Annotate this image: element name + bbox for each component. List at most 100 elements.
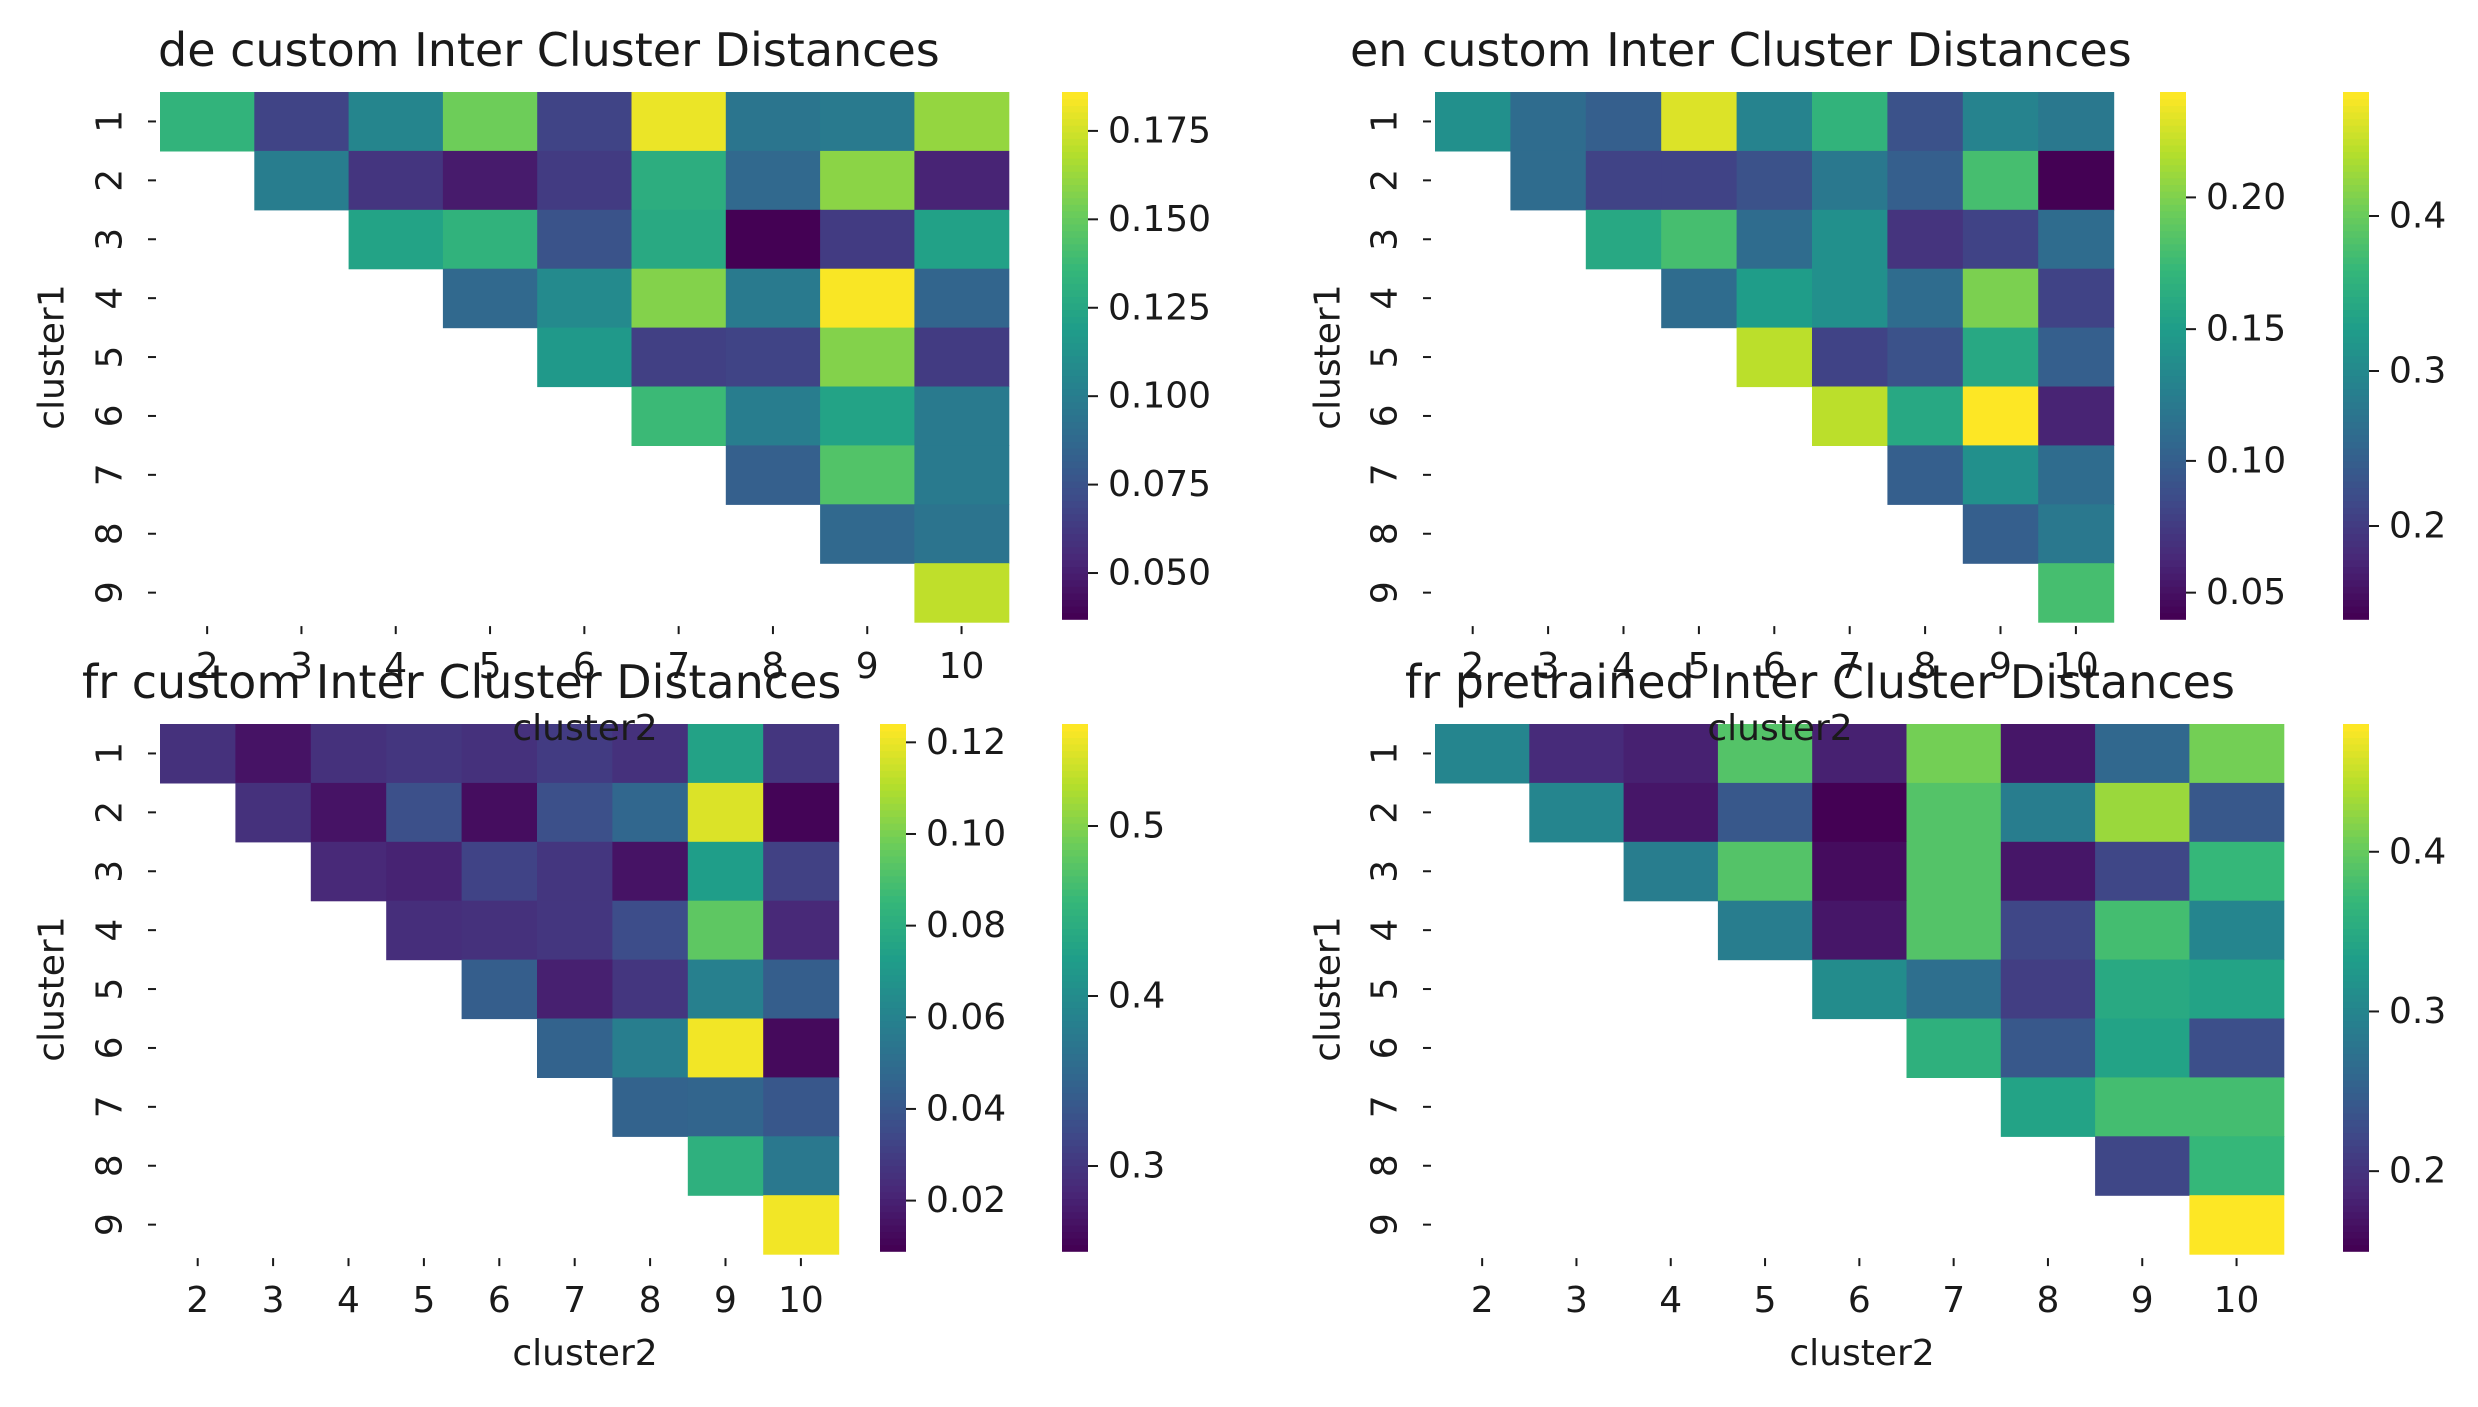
heatmap-cell (2095, 724, 2190, 784)
colorbar-segment (2160, 190, 2186, 199)
heatmap-cell (2189, 782, 2285, 843)
colorbar-segment (2343, 980, 2369, 989)
colorbar-tick-label: 0.4 (1108, 976, 1165, 1017)
colorbar-segment (2343, 803, 2369, 811)
colorbar-segment (2160, 348, 2186, 357)
colorbar-segment (2160, 283, 2186, 291)
y-tick-label: 8 (90, 1154, 131, 1177)
colorbar-segment (2343, 381, 2369, 390)
heatmap-cell (2095, 782, 2190, 843)
colorbar-segment (2343, 868, 2369, 877)
colorbar-segment (2160, 493, 2186, 502)
colorbar-segment (880, 855, 906, 864)
colorbar-segment (1062, 118, 1088, 126)
colorbar-segment (2343, 941, 2369, 949)
heatmap-cell (537, 959, 613, 1020)
colorbar-segment (1062, 533, 1088, 541)
heatmap-cell (914, 150, 1010, 211)
colorbar-segment (1062, 362, 1088, 370)
colorbar-segment (2343, 421, 2369, 429)
y-tick-label: 9 (90, 581, 131, 604)
colorbar-segment (1062, 1119, 1088, 1127)
colorbar-segment (2160, 276, 2186, 284)
heatmap-cell (687, 724, 764, 784)
colorbar-segment (1062, 526, 1088, 535)
colorbar-segment (1062, 1145, 1088, 1153)
colorbar-segment (880, 875, 906, 883)
colorbar-tick-label: 0.075 (1108, 464, 1211, 505)
colorbar-segment (2160, 296, 2186, 304)
colorbar-segment (880, 1125, 906, 1134)
colorbar-segment (1062, 355, 1088, 363)
colorbar-segment (1062, 190, 1088, 199)
colorbar-segment (1062, 111, 1088, 120)
colorbar-segment (1062, 507, 1088, 515)
heatmap-cell (1661, 209, 1738, 270)
colorbar-segment (2343, 408, 2369, 416)
colorbar-segment (2343, 414, 2369, 423)
colorbar-segment (2343, 750, 2369, 758)
heatmap-cell (612, 724, 689, 784)
colorbar-segment (1062, 770, 1088, 778)
x-tick-label: 9 (714, 1280, 737, 1321)
colorbar-segment (2343, 296, 2369, 304)
heatmap-cell (631, 386, 727, 446)
heatmap-cell (1717, 841, 1813, 902)
colorbar-segment (2343, 223, 2369, 232)
colorbar-segment (2343, 737, 2369, 745)
colorbar-segment (1062, 921, 1088, 930)
colorbar-segment (2160, 151, 2186, 159)
colorbar-segment (1062, 1158, 1088, 1167)
heatmap-cell (1585, 92, 1662, 152)
colorbar-segment (2160, 460, 2186, 469)
colorbar-segment (2343, 1066, 2369, 1074)
colorbar-segment (1062, 322, 1088, 330)
colorbar-segment (880, 783, 906, 791)
colorbar-segment (1062, 835, 1088, 844)
colorbar-segment (1062, 941, 1088, 949)
heatmap-cell (386, 900, 463, 961)
colorbar-segment (2343, 395, 2369, 403)
colorbar-segment (2343, 1237, 2369, 1246)
colorbar-segment (2343, 467, 2369, 475)
colorbar-segment (2343, 1073, 2369, 1081)
heatmap-cell (2189, 1136, 2285, 1196)
x-tick-label: 3 (290, 646, 313, 687)
heatmap-cell (1812, 327, 1888, 388)
colorbar-segment (1062, 901, 1088, 910)
colorbar-segment (1062, 987, 1088, 995)
colorbar-segment (2343, 197, 2369, 205)
colorbar-segment (2343, 539, 2369, 548)
colorbar-segment (2343, 164, 2369, 172)
heatmap-cell (631, 209, 727, 270)
heatmap-cell (820, 504, 915, 564)
colorbar-segment (2160, 263, 2186, 271)
heatmap-cell (1962, 268, 2039, 329)
colorbar-segment (1062, 460, 1088, 469)
y-tick-label: 7 (1365, 463, 1406, 486)
colorbar-segment (1062, 1112, 1088, 1121)
colorbar-tick-label: 0.100 (1108, 376, 1211, 417)
colorbar-segment (1062, 829, 1088, 837)
colorbar-segment (2343, 855, 2369, 864)
heatmap-cell (820, 445, 915, 505)
colorbar-segment (1062, 105, 1088, 113)
heatmap-cell (310, 782, 387, 843)
heatmap-cell (442, 150, 538, 211)
heatmap-cell (612, 900, 689, 961)
colorbar-segment (1062, 862, 1088, 870)
heatmap-cell (442, 268, 538, 329)
x-tick-label: 3 (262, 1280, 285, 1321)
x-tick-label: 4 (337, 1280, 360, 1321)
heatmap-cell (1887, 445, 1964, 505)
colorbar-segment (2343, 480, 2369, 489)
y-tick-label: 3 (90, 228, 131, 251)
colorbar-segment (1062, 559, 1088, 568)
heatmap-cell (1812, 209, 1888, 270)
colorbar-tick-label: 0.3 (2389, 991, 2446, 1032)
colorbar-segment (1062, 1211, 1088, 1219)
heatmap-cell (461, 724, 538, 784)
colorbar-segment (2343, 1178, 2369, 1186)
heatmap-cell (687, 959, 764, 1020)
colorbar-segment (1062, 256, 1088, 265)
